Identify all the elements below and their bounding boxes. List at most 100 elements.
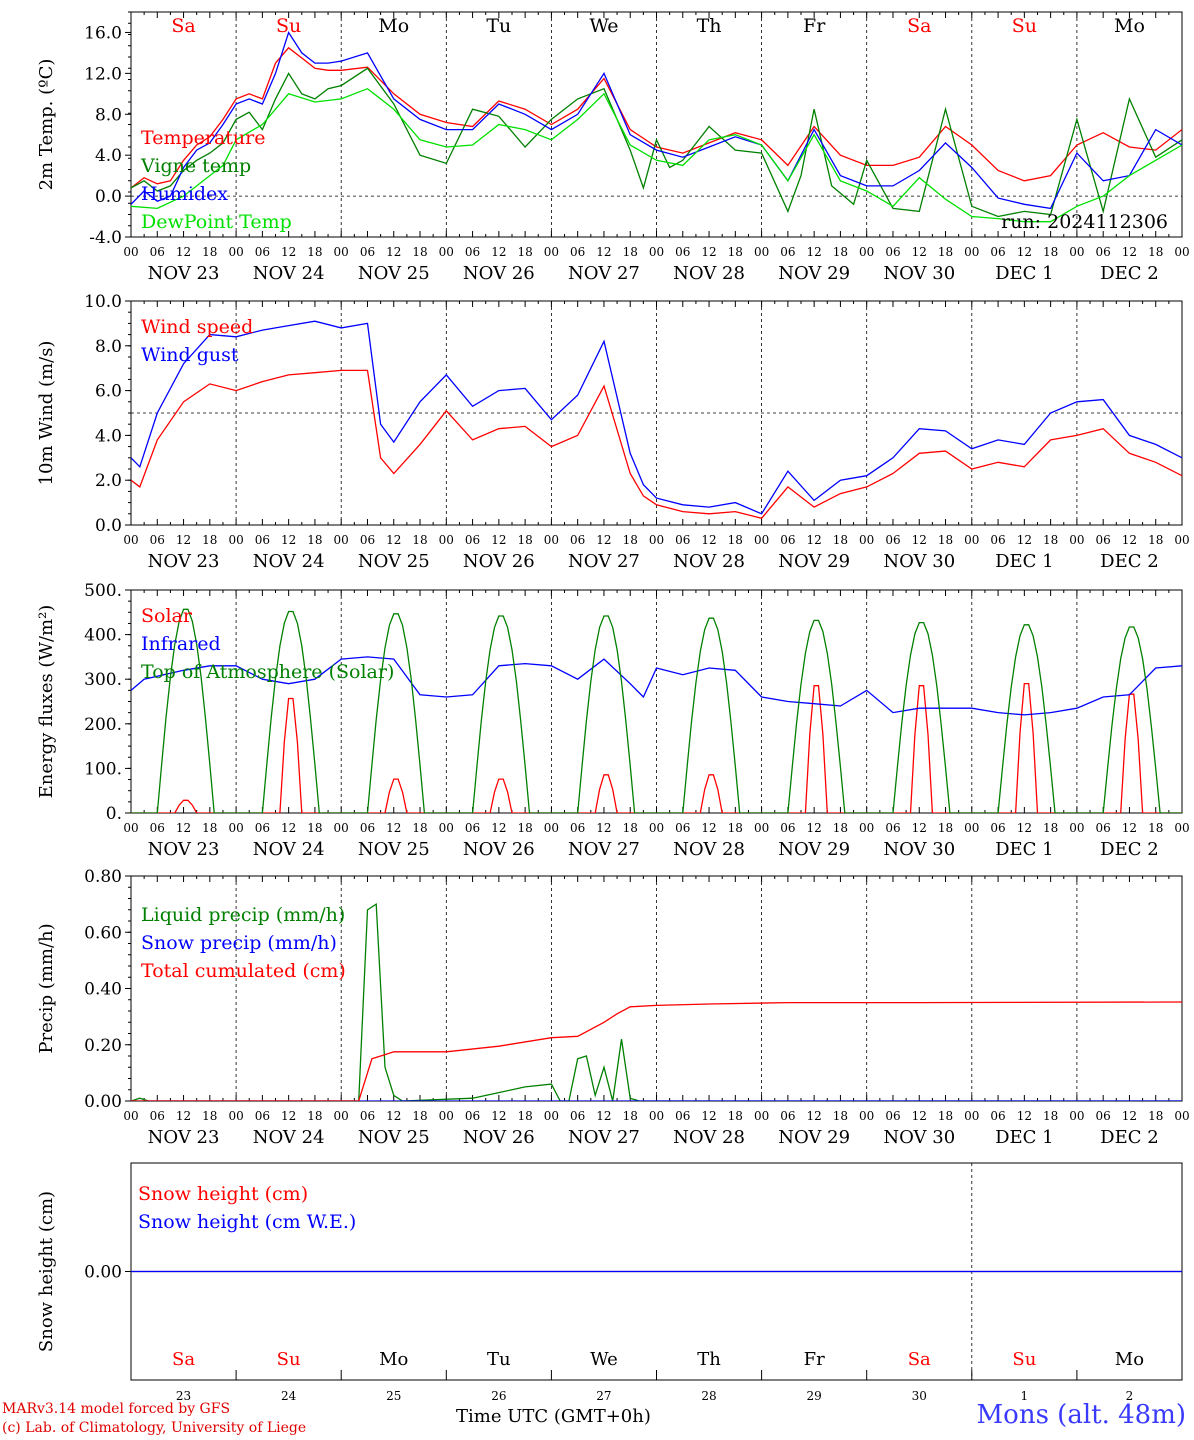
hour-label: 00 (228, 821, 243, 835)
y-tick-label: 4.0 (95, 146, 122, 166)
hour-label: 06 (465, 533, 480, 547)
hour-label: 12 (386, 245, 401, 259)
hour-label: 06 (465, 821, 480, 835)
hour-label: 18 (623, 821, 638, 835)
hour-label: 12 (807, 533, 822, 547)
legend-entry: Wind gust (141, 344, 239, 366)
y-tick-label: 500. (84, 581, 122, 601)
hour-label: 06 (885, 1109, 900, 1123)
hour-label: 00 (439, 245, 454, 259)
weekday-label: Fr (803, 15, 826, 37)
series-line-wind-gust (131, 320, 1182, 515)
hour-label: 12 (281, 821, 296, 835)
hour-label: 06 (150, 245, 165, 259)
hour-label: 06 (255, 245, 270, 259)
hour-label: 12 (386, 821, 401, 835)
day-number-label: 23 (176, 1389, 191, 1403)
date-label: NOV 28 (673, 839, 745, 860)
hour-label: 00 (1174, 821, 1189, 835)
weekday-label: Mo (379, 1349, 408, 1370)
legend-entry: DewPoint Temp (141, 211, 292, 233)
hour-label: 06 (990, 821, 1005, 835)
series-area (131, 320, 1182, 520)
hour-label: 12 (1017, 1109, 1032, 1123)
day-number-label: 27 (596, 1389, 611, 1403)
date-label: NOV 27 (568, 839, 640, 860)
date-label: NOV 23 (148, 839, 220, 860)
hour-label: 00 (859, 245, 874, 259)
weekday-label: Su (277, 1349, 301, 1370)
hour-label: 18 (938, 245, 953, 259)
hour-label: 06 (675, 245, 690, 259)
hour-label: 06 (255, 1109, 270, 1123)
hour-label: 18 (1148, 245, 1163, 259)
hour-label: 18 (728, 1109, 743, 1123)
series-line-wind-speed (131, 369, 1182, 520)
y-tick-label: 0.40 (84, 980, 122, 1000)
hour-label: 06 (780, 1109, 795, 1123)
y-tick-label: 0.0 (95, 187, 122, 207)
hour-label: 06 (150, 533, 165, 547)
hour-label: 12 (596, 533, 611, 547)
hour-label: 00 (649, 1109, 664, 1123)
hour-label: 18 (623, 1109, 638, 1123)
hour-label: 18 (833, 533, 848, 547)
hour-label: 06 (990, 533, 1005, 547)
date-label: NOV 30 (883, 839, 955, 860)
date-label: NOV 25 (358, 551, 430, 572)
weekday-label: Su (1012, 1349, 1036, 1370)
date-label: NOV 26 (463, 263, 535, 284)
weekday-label: Th (697, 15, 722, 37)
series-line-humidex (131, 30, 1182, 210)
hour-label: 00 (1174, 245, 1189, 259)
hour-label: 00 (1069, 245, 1084, 259)
hour-label: 06 (150, 821, 165, 835)
weekday-label: Tu (487, 1349, 511, 1370)
hour-label: 06 (255, 821, 270, 835)
date-label: NOV 29 (778, 263, 850, 284)
date-label: DEC 2 (1100, 839, 1159, 860)
y-tick-label: 0.80 (84, 867, 122, 887)
y-tick-label: 8.0 (95, 337, 122, 357)
hour-label: 00 (334, 1109, 349, 1123)
y-tick-label: 12.0 (84, 64, 122, 84)
legend-entry: Vigne temp (140, 155, 251, 177)
date-label: NOV 24 (253, 551, 325, 572)
date-label: NOV 27 (568, 1127, 640, 1148)
date-label: NOV 28 (673, 551, 745, 572)
date-label: DEC 2 (1100, 1127, 1159, 1148)
day-number-label: 1 (1021, 1389, 1029, 1403)
hour-label: 18 (1148, 533, 1163, 547)
hour-label: 00 (439, 1109, 454, 1123)
hour-label: 00 (964, 1109, 979, 1123)
weekday-label: Sa (172, 1349, 195, 1370)
hour-label: 12 (491, 245, 506, 259)
date-label: NOV 27 (568, 551, 640, 572)
hour-label: 12 (281, 1109, 296, 1123)
hour-label: 06 (465, 1109, 480, 1123)
hour-label: 06 (570, 245, 585, 259)
series-area (131, 30, 1182, 223)
series-line-total-cumulated-cm- (131, 1001, 1182, 1101)
date-label: NOV 28 (673, 263, 745, 284)
hour-label: 06 (885, 821, 900, 835)
hour-label: 00 (754, 245, 769, 259)
y-axis-label: Precip (mm/h) (36, 923, 57, 1053)
series-line-top-of-atmosphere-solar- (131, 608, 1182, 813)
hour-label: 06 (570, 533, 585, 547)
date-label: NOV 25 (358, 1127, 430, 1148)
hour-label: 18 (833, 1109, 848, 1123)
legend-entry: Snow precip (mm/h) (141, 932, 337, 954)
date-label: NOV 26 (463, 1127, 535, 1148)
legend-entry: Snow height (cm) (138, 1183, 308, 1205)
date-label: DEC 2 (1100, 551, 1159, 572)
weekday-label: Mo (1114, 15, 1145, 37)
hour-label: 18 (833, 245, 848, 259)
hour-label: 12 (1017, 533, 1032, 547)
hour-label: 00 (123, 821, 138, 835)
hour-label: 00 (1069, 533, 1084, 547)
y-tick-label: 200. (84, 715, 122, 735)
date-label: NOV 29 (778, 551, 850, 572)
hour-label: 06 (780, 533, 795, 547)
